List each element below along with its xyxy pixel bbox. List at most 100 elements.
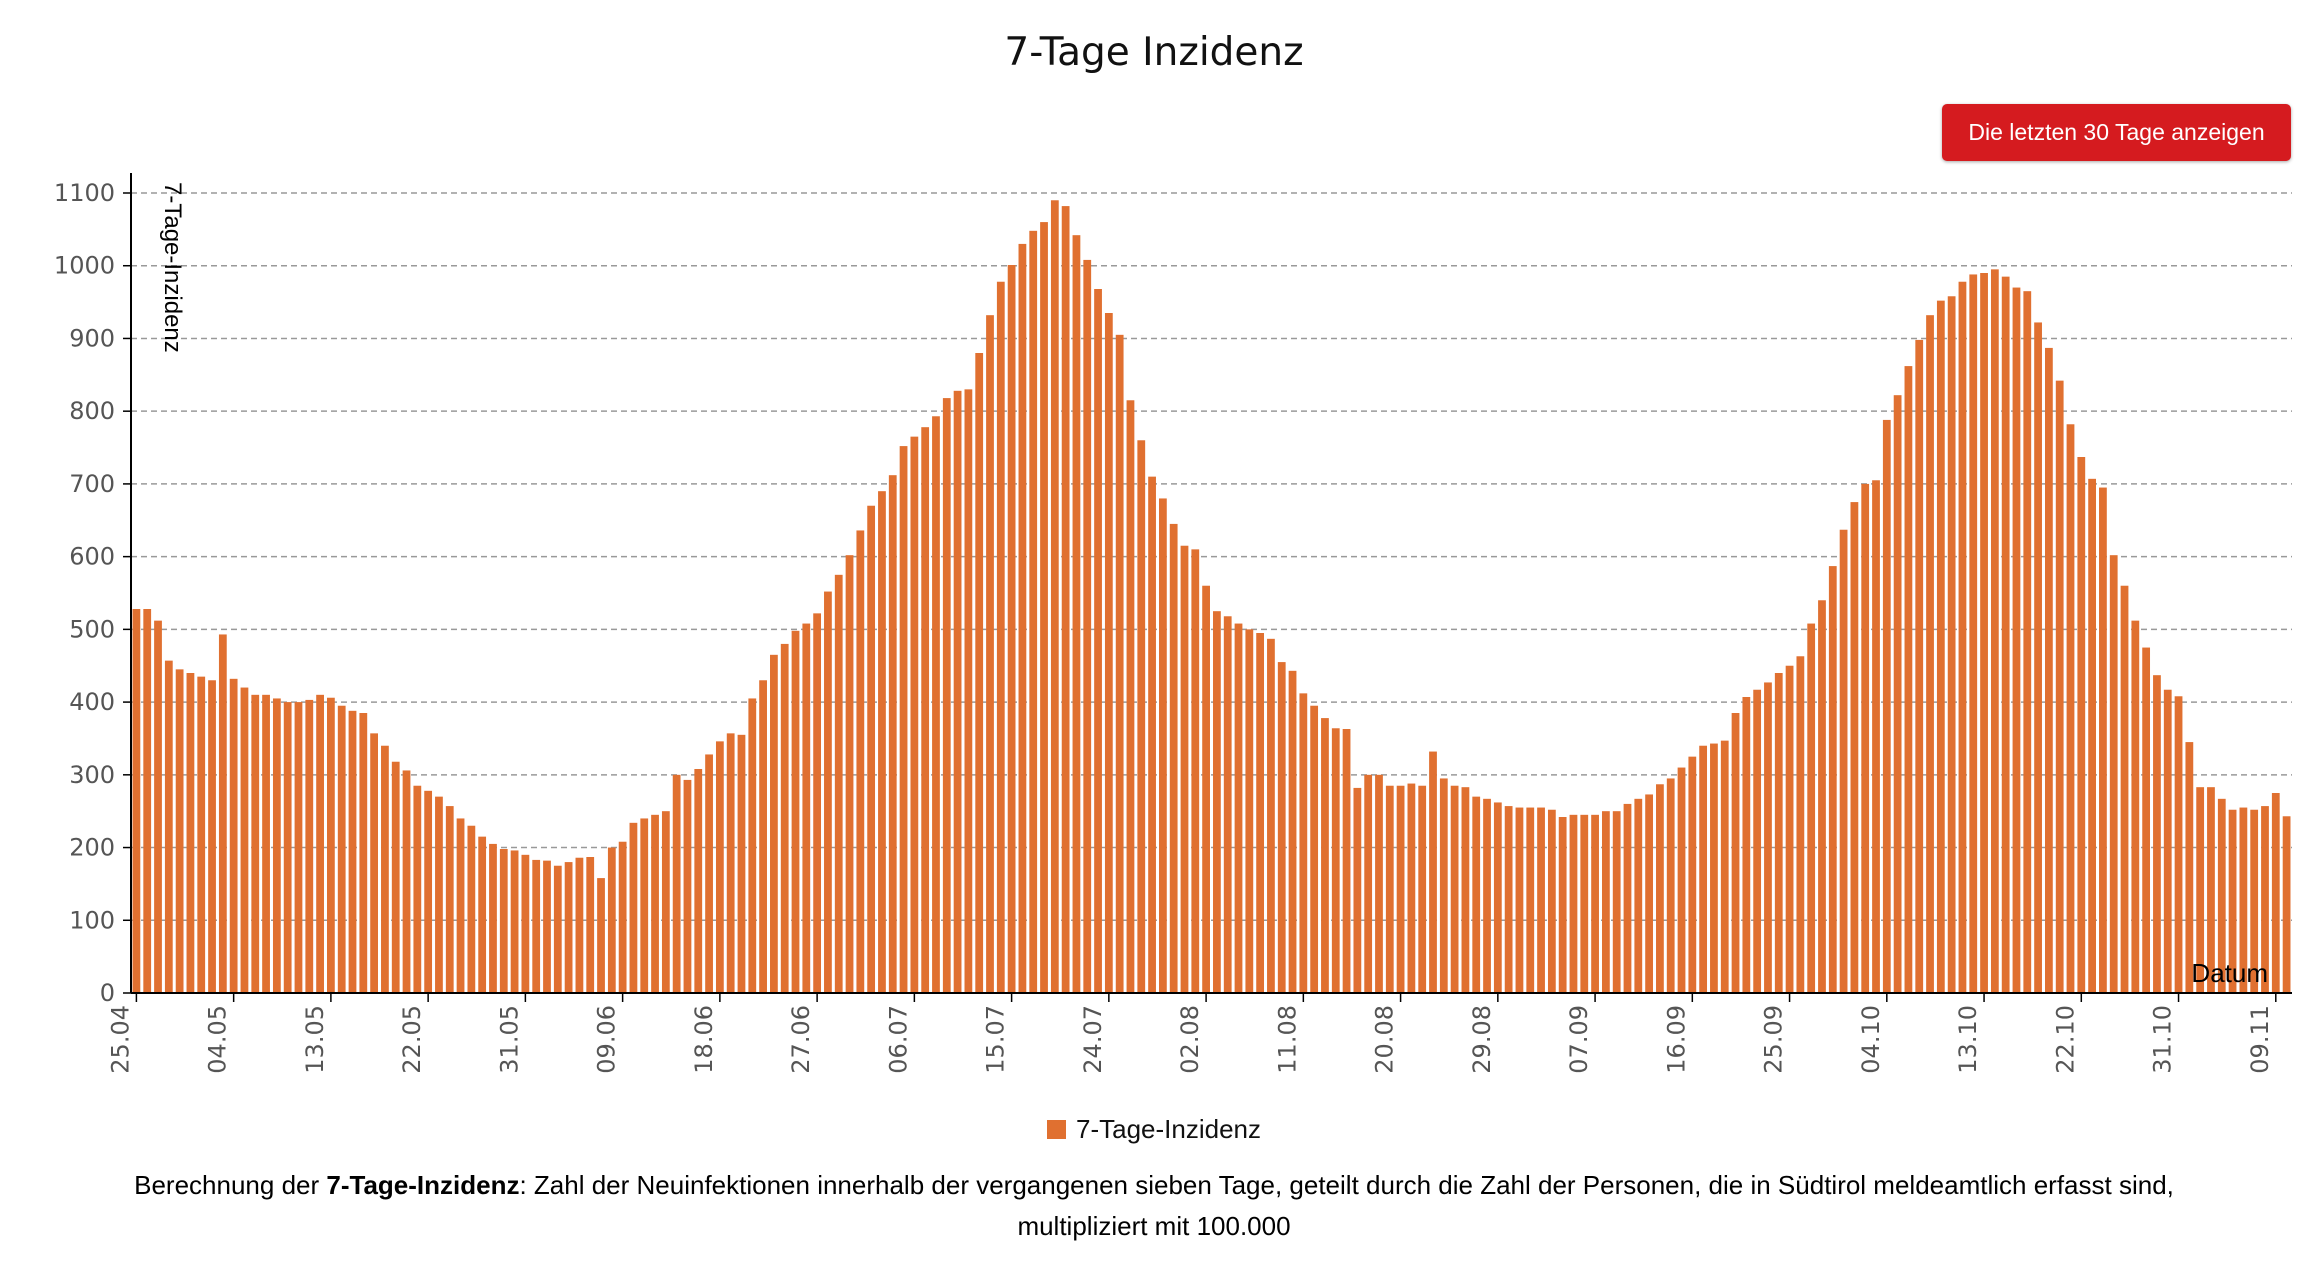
bar (478, 836, 487, 993)
bar (1537, 807, 1545, 993)
bar (2228, 809, 2237, 993)
bar (1493, 802, 1502, 993)
y-tick-label: 500 (69, 615, 115, 643)
x-tick-label: 07.09 (1565, 1005, 1593, 1074)
bar (1688, 756, 1697, 993)
x-tick-label: 09.11 (2246, 1005, 2274, 1074)
bar (2131, 620, 2140, 993)
bar (780, 643, 789, 993)
bar (1699, 745, 1708, 993)
bar (1223, 616, 1232, 993)
bar (1137, 440, 1146, 993)
bar (2250, 809, 2259, 993)
bar (1104, 313, 1113, 993)
bar (1169, 523, 1178, 993)
bar (1245, 629, 1254, 993)
bar (856, 530, 865, 993)
x-axis-label: Datum (2191, 958, 2268, 988)
bar (705, 754, 713, 993)
bar (2239, 807, 2248, 993)
x-tick-label: 22.10 (2051, 1005, 2079, 1074)
bar (240, 687, 249, 993)
legend-swatch (1047, 1120, 1066, 1139)
bar (1861, 483, 1870, 993)
bar (1472, 796, 1481, 993)
bar (607, 847, 616, 993)
bar (1764, 682, 1772, 993)
bar (802, 623, 811, 993)
bar (272, 698, 281, 993)
bar (1450, 785, 1459, 993)
bar (1710, 743, 1718, 993)
bar (1331, 728, 1340, 993)
bar (1158, 498, 1167, 993)
bar (1623, 803, 1632, 993)
x-tick-label: 02.08 (1176, 1005, 1204, 1074)
bar (2012, 287, 2021, 993)
x-tick-label: 04.10 (1857, 1005, 1885, 1074)
bar (899, 446, 908, 994)
bar (1072, 235, 1081, 993)
bar (575, 857, 584, 993)
x-tick-label: 25.04 (106, 1005, 134, 1074)
bar (1969, 274, 1978, 993)
bar (1126, 400, 1135, 993)
bar (629, 822, 638, 993)
bar (1850, 502, 1859, 993)
x-tick-label: 16.09 (1662, 1005, 1690, 1074)
bar (1050, 200, 1059, 993)
bar (2109, 555, 2118, 993)
bar (283, 702, 292, 993)
bar (1839, 529, 1848, 993)
bar (2261, 806, 2269, 993)
bar (867, 505, 876, 993)
bar (1980, 273, 1988, 993)
bar (1947, 296, 1956, 993)
bar (2066, 424, 2075, 993)
bar (1385, 785, 1394, 993)
bar (327, 697, 335, 993)
bar (1958, 281, 1967, 994)
bar (694, 769, 703, 993)
x-tick-label: 20.08 (1371, 1005, 1399, 1074)
bar (359, 713, 368, 993)
bar (1807, 623, 1816, 993)
bar (294, 702, 303, 993)
bar (2207, 787, 2215, 993)
bar (316, 694, 324, 993)
show-last-30-days-button[interactable]: Die letzten 30 Tage anzeigen (1942, 104, 2291, 161)
bar (445, 806, 454, 993)
bar (640, 818, 649, 993)
bar (2023, 291, 2032, 993)
bar (1601, 811, 1610, 993)
bar (2142, 647, 2151, 993)
x-tick-label: 22.05 (398, 1005, 426, 1074)
bar (1461, 787, 1470, 993)
y-tick-labels: 0 100 200 300 400 500 600 700 800 900 1000 1100 (54, 179, 115, 1007)
bar (1731, 713, 1740, 993)
description: Berechnung der 7-Tage-Inzidenz: Zahl der… (40, 1165, 2268, 1247)
bar (1666, 778, 1675, 993)
bar (651, 814, 659, 993)
bar (726, 733, 735, 993)
x-tick-label: 13.05 (301, 1005, 329, 1074)
bar (132, 609, 141, 993)
bar (1645, 794, 1653, 993)
y-tick-label: 400 (69, 688, 115, 716)
bar (413, 785, 422, 993)
bar (618, 841, 627, 993)
bar (1342, 729, 1351, 993)
bar (1785, 665, 1794, 993)
bar (499, 849, 508, 993)
bar (1742, 697, 1751, 993)
y-tick-label: 700 (69, 470, 115, 498)
bar (305, 699, 314, 993)
bar (435, 796, 443, 993)
bar (1288, 670, 1297, 993)
x-tick-label: 09.06 (593, 1005, 621, 1074)
y-axis-label: 7-Tage-Inzidenz (159, 182, 186, 353)
y-tick-label: 1100 (54, 179, 115, 207)
y-tick-label: 300 (69, 761, 115, 789)
bar (2034, 322, 2042, 993)
x-tick-label: 13.10 (1954, 1005, 1982, 1074)
